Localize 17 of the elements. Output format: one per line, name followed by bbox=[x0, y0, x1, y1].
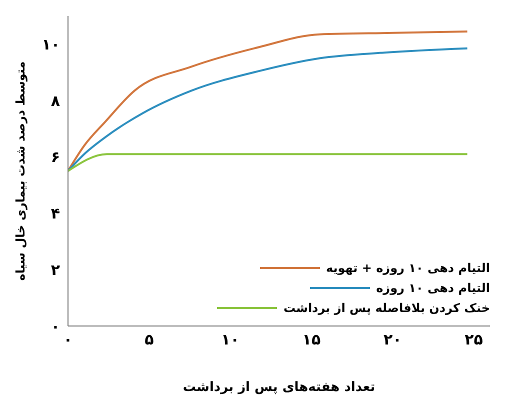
y-tick-label: ۱۰ bbox=[42, 36, 60, 54]
legend-label: خنک کردن بلافاصله پس از برداشت bbox=[283, 301, 490, 315]
y-axis-title: متوسط درصد شدت بیماری خال سیاه bbox=[13, 61, 28, 281]
x-tick-label: ۱۰ bbox=[221, 330, 240, 349]
x-tick-label: ۱۵ bbox=[302, 330, 321, 349]
y-tick-label: ۲ bbox=[50, 260, 60, 279]
x-tick-label: ۵ bbox=[144, 330, 154, 349]
y-tick-label: ۰ bbox=[50, 317, 60, 336]
x-tick-label: ۲۰ bbox=[383, 330, 402, 349]
x-axis-title: تعداد هفته‌های پس از برداشت bbox=[182, 380, 376, 395]
x-tick-label: ۰ bbox=[63, 330, 73, 349]
y-tick-label: ۴ bbox=[50, 204, 60, 223]
legend-label: التیام دهی ۱۰ روزه bbox=[376, 281, 490, 295]
x-tick-label: ۲۵ bbox=[464, 330, 483, 349]
y-tick-label: ۶ bbox=[50, 148, 60, 166]
legend-label: التیام دهی ۱۰ روزه + تهویه bbox=[326, 261, 490, 275]
y-tick-label: ۸ bbox=[50, 92, 60, 110]
